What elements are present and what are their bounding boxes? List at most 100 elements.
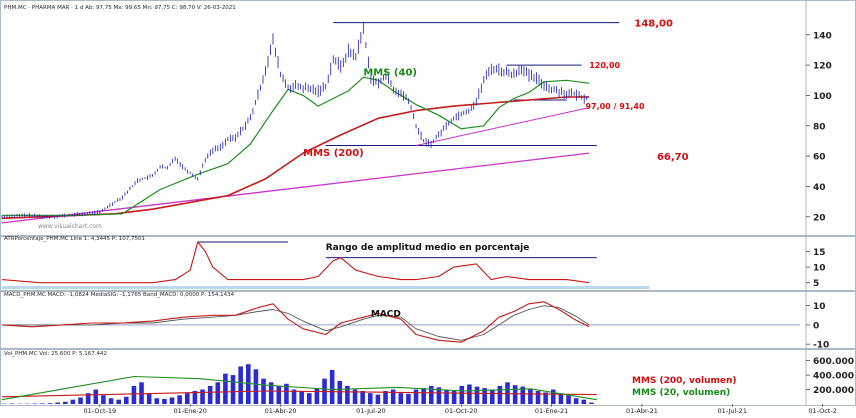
y-tick-label: 0: [813, 321, 819, 331]
volume-bar: [360, 390, 365, 404]
volume-bar: [383, 390, 388, 404]
volume-bar: [154, 398, 160, 404]
y-tick-label: 40: [813, 183, 826, 193]
price-panel: 148,00 120,00 97,00 / 91,40 66,70 MMS (40) MM…: [1, 19, 689, 224]
volume-mms200-line: [1, 390, 597, 398]
y-tick-label: 200.000: [813, 386, 854, 396]
y-tick-label: 120: [813, 62, 832, 72]
volume-bar: [230, 375, 236, 404]
volume-bar: [32, 403, 38, 404]
volume-bar: [291, 389, 297, 404]
watermark: www.visualchart.com: [38, 223, 102, 230]
annotation-120: 120,00: [589, 61, 620, 70]
volume-bar: [550, 389, 556, 404]
volume-bar: [123, 396, 129, 404]
volume-bar: [131, 385, 137, 404]
volume-bar: [573, 398, 579, 404]
volume-bar: [40, 403, 45, 404]
volume-bar: [162, 398, 167, 404]
volume-bar: [192, 390, 198, 404]
y-tick-label: 80: [813, 122, 826, 132]
trend-line-short: [415, 107, 590, 146]
y-tick-label: 10: [813, 302, 826, 312]
x-tick-label: 01-Jul-21: [718, 407, 747, 415]
volume-bar: [406, 393, 411, 404]
volume-bar: [146, 393, 152, 404]
volume-bar: [85, 393, 91, 404]
atr-annotation: Rango de amplitud medio en porcentaje: [326, 243, 530, 253]
volume-bar: [352, 389, 358, 404]
volume-mms20-line: [1, 375, 597, 401]
volume-bar: [62, 401, 68, 404]
y-tick-label: 5: [813, 279, 819, 289]
volume-bar: [489, 389, 495, 404]
volume-bar: [116, 399, 121, 404]
x-tick-label: 01-Abr-21: [626, 407, 658, 415]
volume-bar: [78, 397, 83, 404]
volume-bar: [444, 389, 449, 404]
volume-bar: [101, 395, 106, 404]
volume-bar: [337, 380, 343, 404]
atr-band: [2, 286, 650, 289]
x-tick-label: 01-Ene-20: [173, 407, 206, 415]
volume-bar: [253, 369, 259, 404]
volume-bar: [421, 388, 426, 404]
atr-header: ATRPorcentaje_PHM.MC Line 1: 4,3445 P: 1…: [4, 236, 145, 242]
volume-bar: [398, 393, 404, 404]
annotation-mms200: MMS (200): [303, 148, 364, 159]
volume-bar: [108, 398, 114, 404]
x-tick-label: 01-Oct-19: [84, 407, 117, 415]
y-tick-label: 140: [813, 31, 832, 41]
volume-bar: [482, 388, 487, 404]
volume-bar: [367, 393, 373, 404]
axes: 20 40 60 80 100 120 140 5 10 15 -10 0 10 200.000 400.0…: [84, 31, 854, 415]
macd-line: [1, 301, 590, 343]
volume-bar: [245, 364, 251, 404]
y-tick-label: 60: [813, 153, 826, 163]
volume-bar: [390, 389, 396, 404]
volume-bar: [207, 385, 213, 404]
atr-line: [1, 241, 590, 284]
volume-bar: [223, 373, 228, 404]
volume-bar: [329, 370, 335, 404]
macd-panel: MACD: [1, 301, 800, 343]
volume-bar: [581, 399, 587, 404]
volume-bar: [299, 390, 304, 404]
volume-bar: [184, 393, 190, 404]
volume-bar: [436, 387, 442, 404]
price-header: PHM.MC · PHARMA MAR · 1 d Ab: 97,75 Mx: …: [4, 5, 236, 11]
volume-bar: [276, 385, 282, 404]
macd-annotation: MACD: [371, 309, 401, 319]
volume-bar: [543, 392, 548, 404]
volume-mms20-label: MMS (20, volumen): [632, 388, 730, 398]
volume-bar: [200, 389, 205, 404]
annotation-97-91: 97,00 / 91,40: [585, 102, 645, 111]
y-tick-label: 20: [813, 213, 826, 223]
y-tick-label: 400.000: [813, 372, 854, 382]
volume-header: Vol_PHM.MC Vol: 25.600 P: 5.167.442: [4, 351, 107, 357]
x-tick-label: 01-Jul-20: [356, 407, 385, 415]
volume-bar: [238, 366, 243, 404]
volume-bar: [70, 399, 76, 404]
volume-bar: [528, 389, 533, 404]
volume-bar: [314, 388, 320, 404]
mms40-line: [2, 76, 590, 216]
volume-bar: [589, 402, 594, 404]
volume-bar: [93, 389, 99, 404]
volume-bar: [497, 385, 503, 404]
volume-bar: [413, 389, 419, 404]
volume-bar: [512, 385, 518, 404]
x-tick-label: 01-Oct-20: [445, 407, 478, 415]
y-tick-label: -10: [813, 341, 829, 351]
volume-bar: [535, 390, 541, 404]
mms200-line: [1, 96, 590, 220]
macd-signal-line: [2, 305, 590, 341]
x-tick-label: 01-Ene-21: [535, 407, 568, 415]
volume-bar: [306, 393, 312, 404]
annotation-66: 66,70: [657, 152, 689, 163]
volume-bar: [520, 386, 526, 404]
atr-panel: Rango de amplitud medio en porcentaje: [1, 241, 650, 289]
volume-bar: [55, 402, 60, 404]
